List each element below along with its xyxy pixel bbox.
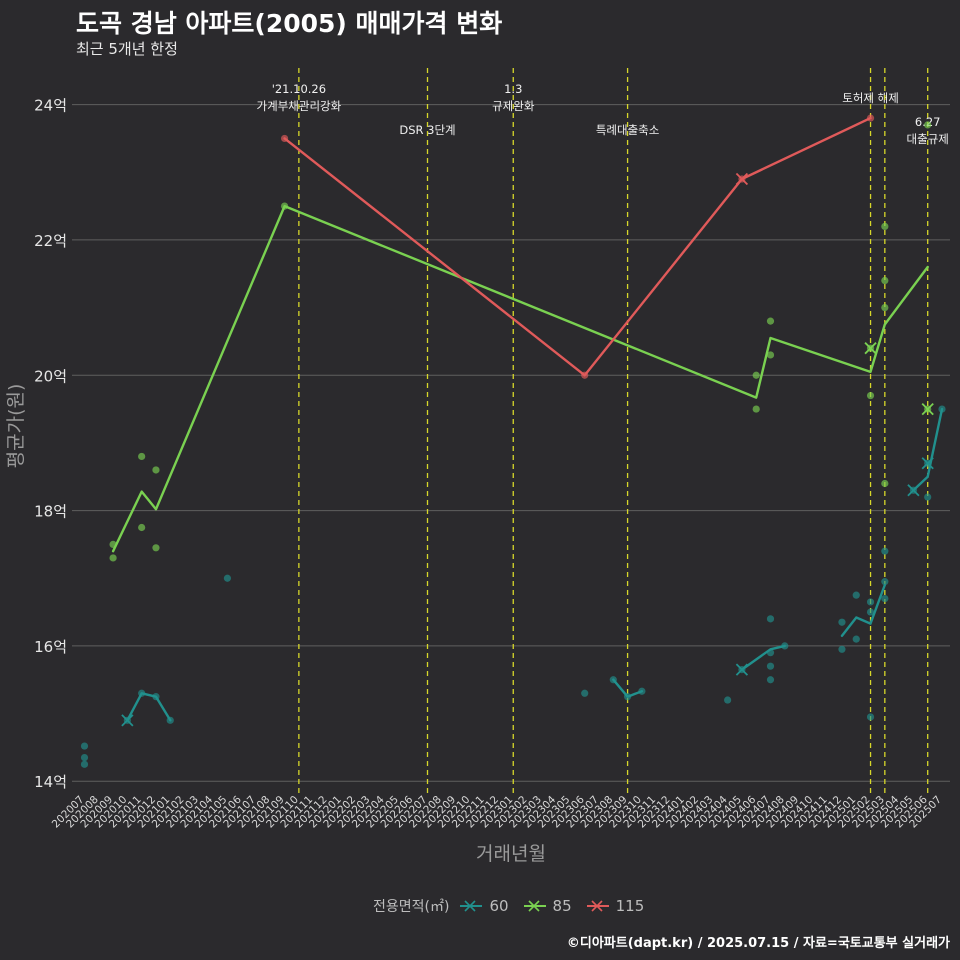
y-tick-label: 18억: [34, 503, 67, 521]
point-60: [852, 591, 860, 599]
legend: 전용면적(㎡) 60 85 115: [373, 896, 652, 916]
point-60: [80, 760, 89, 768]
grid-layer: [72, 104, 950, 782]
point-85: [152, 466, 160, 474]
event-label-text: 대출규제: [907, 132, 949, 146]
cross-60: [735, 663, 749, 676]
point-60: [881, 578, 889, 586]
point-60: [881, 547, 889, 555]
point-60: [80, 742, 89, 750]
y-tick-label: 24억: [34, 97, 67, 115]
point-85: [766, 317, 775, 325]
cross-115: [735, 172, 749, 186]
point-85: [881, 303, 889, 312]
cross-stroke: [121, 714, 134, 727]
series-layer: [80, 114, 946, 768]
cross-60: [121, 714, 134, 727]
point-85: [152, 544, 160, 552]
x-axis-title: 거래년월: [476, 843, 546, 865]
legend-swatch-60: [460, 900, 483, 912]
point-85: [109, 554, 117, 562]
point-85: [138, 452, 146, 461]
cross-stroke: [864, 342, 877, 355]
line-60: [126, 692, 172, 722]
source-caption: ©디아파트(dapt.kr) / 2025.07.15 / 자료=국토교통부 실…: [566, 936, 950, 951]
point-60: [724, 696, 732, 704]
point-85: [866, 391, 875, 400]
legend-swatch-115: [586, 900, 609, 912]
event-label-text: 특례대출축소: [596, 123, 659, 137]
point-60: [223, 574, 232, 582]
chart-title: 도곡 경남 아파트(2005) 매매가격 변화: [76, 9, 503, 38]
chart-subtitle: 최근 5개년 한정: [76, 40, 178, 58]
y-tick-label: 16억: [34, 638, 67, 656]
cross-stroke: [907, 484, 920, 497]
point-85: [752, 371, 760, 379]
line-85: [111, 204, 929, 553]
y-tick-label: 22억: [34, 232, 67, 250]
y-axis-title: 평균가(원): [5, 384, 27, 469]
point-60: [766, 676, 775, 684]
point-60: [766, 662, 775, 670]
point-85: [881, 479, 889, 488]
point-85: [924, 121, 932, 129]
line-60: [612, 678, 644, 698]
axis-layer: 14억16억18억20억22억24억2020072020082020092020…: [5, 97, 944, 865]
line-60: [740, 644, 786, 671]
legend-title: 전용면적(㎡): [373, 899, 450, 915]
event-label-text: 가계부채관리강화: [257, 99, 342, 113]
cross-85: [864, 342, 877, 355]
point-85: [766, 351, 775, 359]
y-tick-label: 20억: [34, 367, 67, 385]
cross-stroke: [735, 172, 749, 186]
point-60: [881, 594, 889, 603]
point-60: [866, 608, 875, 616]
y-tick-label: 14억: [34, 773, 67, 791]
point-60: [866, 713, 875, 721]
legend-item-60[interactable]: 60: [459, 897, 509, 915]
line-60: [840, 583, 886, 637]
legend-label-85: 85: [552, 897, 572, 915]
point-60: [838, 618, 846, 626]
cross-stroke: [735, 663, 749, 676]
event-label-text: 토허제 해제: [842, 91, 899, 105]
point-60: [581, 689, 589, 697]
cross-stroke: [921, 457, 934, 470]
cross-stroke: [921, 402, 934, 416]
cross-60: [921, 457, 934, 470]
point-60: [852, 635, 860, 643]
point-60: [866, 598, 875, 606]
legend-item-85[interactable]: 85: [523, 897, 572, 915]
cross-60: [907, 484, 920, 497]
point-85: [752, 405, 760, 413]
point-85: [138, 523, 146, 532]
event-label-date: 1.3: [504, 82, 522, 96]
event-label-text: 규제완화: [492, 99, 535, 113]
point-60: [924, 493, 932, 501]
legend-swatch-85: [523, 900, 546, 912]
point-85: [881, 276, 889, 285]
point-85: [881, 222, 889, 230]
event-label-date: '21.10.26: [272, 82, 326, 96]
point-60: [766, 615, 775, 623]
point-60: [80, 753, 89, 762]
legend-label-115: 115: [615, 897, 645, 915]
point-60: [838, 645, 846, 653]
cross-85: [921, 402, 934, 416]
event-label-text: DSR 3단계: [399, 123, 455, 137]
legend-label-60: 60: [489, 897, 509, 915]
legend-item-115[interactable]: 115: [586, 897, 645, 915]
line-115: [283, 116, 872, 377]
